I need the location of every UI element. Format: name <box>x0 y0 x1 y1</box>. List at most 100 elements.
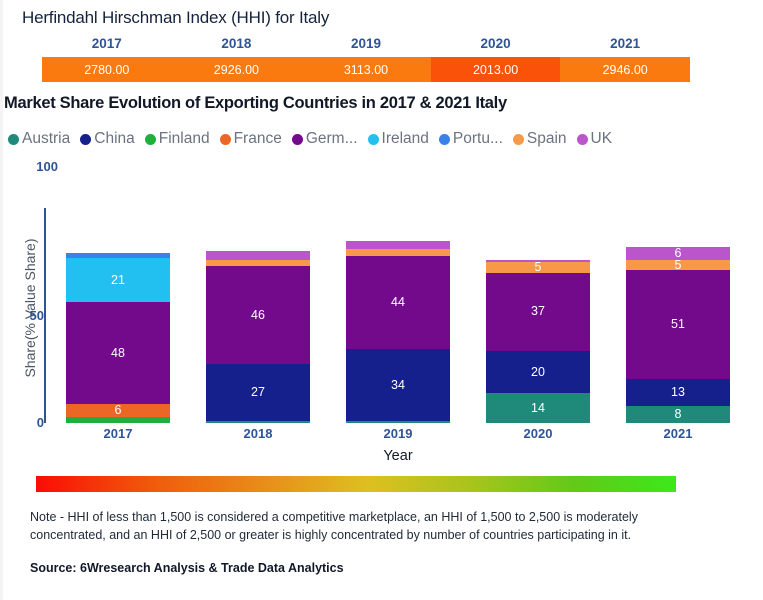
x-axis-tick-label: 2021 <box>663 426 693 441</box>
stacked-bar[interactable]: 44 34 <box>346 240 450 423</box>
hhi-year-label: 2018 <box>221 36 252 51</box>
legend-item[interactable]: UK <box>576 130 613 148</box>
legend-item[interactable]: Austria <box>8 130 70 148</box>
hhi-year-header: 2017 2018 2019 2020 2021 <box>42 36 690 51</box>
bar-segment[interactable]: 34 <box>346 348 450 421</box>
bar-segment[interactable] <box>206 251 310 260</box>
hhi-value-bar: 2780.00 2926.00 3113.00 2013.00 2946.00 <box>42 57 690 82</box>
bar-segment[interactable]: 13 <box>626 378 730 407</box>
plot-area: Share(% Value Share) 21 48 6 46 27 44 34 5 37 20 1… <box>0 159 763 464</box>
hhi-title: Herfindahl Hirschman Index (HHI) for Ita… <box>22 8 330 27</box>
x-axis-tick-label: 2017 <box>103 426 133 441</box>
chart-legend: Austria China Finland France Germ... Ireland P… <box>8 130 619 148</box>
bar-segment[interactable]: 48 <box>66 302 170 404</box>
bar-segment-value: 8 <box>674 407 682 422</box>
bar-segment[interactable]: 6 <box>66 403 170 417</box>
bar-segment-value: 13 <box>671 385 685 400</box>
legend-item[interactable]: China <box>80 130 135 148</box>
legend-item[interactable]: Finland <box>144 130 210 148</box>
legend-swatch-icon <box>8 133 19 145</box>
legend-item[interactable]: Ireland <box>367 130 429 148</box>
hhi-value-cell: 2946.00 <box>560 57 690 82</box>
bar-segment[interactable] <box>346 420 450 423</box>
bar-segment[interactable] <box>206 420 310 423</box>
y-axis-tick-label: 100 <box>36 159 58 174</box>
hhi-value-cell: 3113.00 <box>301 57 431 82</box>
bar-segment[interactable] <box>346 240 450 250</box>
footer-note: Note - HHI of less than 1,500 is conside… <box>30 510 638 543</box>
bar-segment[interactable] <box>486 259 590 262</box>
legend-swatch-icon <box>512 133 524 145</box>
bar-segment-value: 46 <box>251 307 265 322</box>
stacked-bar[interactable]: 5 37 20 14 <box>486 259 590 423</box>
bar-segment[interactable]: 20 <box>486 350 590 394</box>
legend-item-label: Spain <box>526 130 567 147</box>
stacked-bar[interactable]: 46 27 <box>206 251 310 423</box>
legend-item[interactable]: Portu... <box>438 130 503 148</box>
legend-swatch-icon <box>219 133 231 145</box>
bar-segment[interactable]: 8 <box>626 406 730 423</box>
bar-segment[interactable]: 37 <box>486 272 590 351</box>
bar-segment[interactable]: 5 <box>486 261 590 273</box>
hhi-year-label: 2019 <box>350 36 381 51</box>
bar-segment-value: 37 <box>531 304 545 319</box>
bar-segment-value: 20 <box>531 364 545 379</box>
bar-segment-value: 6 <box>674 247 682 260</box>
bar-segment[interactable] <box>346 249 450 256</box>
x-axis-title: Year <box>383 448 413 464</box>
y-axis-tick-label: 50 <box>29 307 44 323</box>
bar-segment[interactable]: 14 <box>486 393 590 423</box>
bar-segment[interactable] <box>206 259 310 267</box>
bar-segment-value: 34 <box>391 377 405 392</box>
legend-item[interactable]: France <box>219 130 282 148</box>
legend-item-label: Germ... <box>305 130 358 147</box>
stacked-bar[interactable]: 21 48 6 <box>66 253 170 423</box>
hhi-year-label: 2017 <box>91 36 122 51</box>
legend-swatch-icon <box>438 133 450 145</box>
legend-swatch-icon <box>291 133 303 145</box>
legend-item-label: France <box>233 130 282 147</box>
bar-segment[interactable]: 46 <box>206 266 310 364</box>
legend-item-label: Finland <box>158 130 210 147</box>
bar-segment-value: 27 <box>251 385 265 400</box>
legend-item[interactable]: Germ... <box>291 130 358 148</box>
hhi-value-cell: 2013.00 <box>430 57 561 82</box>
stacked-bar[interactable]: 6 5 51 13 8 <box>626 247 730 423</box>
legend-item-label: UK <box>590 130 613 147</box>
bar-segment[interactable]: 21 <box>66 257 170 303</box>
bar-segment-value: 21 <box>111 272 125 287</box>
legend-swatch-icon <box>576 133 588 145</box>
bar-segment[interactable]: 5 <box>626 259 730 271</box>
bar-segment-value: 14 <box>531 400 545 415</box>
bar-segment-value: 6 <box>114 403 122 417</box>
x-axis-ticks: 2017 2018 2019 2020 2021 <box>48 426 748 441</box>
bar-segment-value: 44 <box>391 294 405 309</box>
x-axis-tick-label: 2019 <box>383 426 413 441</box>
bar-segment[interactable]: 27 <box>206 363 310 421</box>
hhi-value-cell: 2926.00 <box>171 57 302 82</box>
legend-item-label: Ireland <box>381 130 429 147</box>
bar-segment-value: 51 <box>671 317 685 332</box>
legend-item[interactable]: Spain <box>512 130 567 148</box>
bar-segment-value: 48 <box>111 345 125 360</box>
x-axis-tick-label: 2018 <box>243 426 273 441</box>
bar-group: 44 34 <box>328 168 468 423</box>
bar-series-container: 21 48 6 46 27 44 34 5 37 20 14 6 5 51 13 8 <box>48 168 748 423</box>
hhi-value-cell: 2780.00 <box>42 57 172 82</box>
hhi-year-label: 2021 <box>610 36 641 51</box>
chart-title: Market Share Evolution of Exporting Coun… <box>4 94 507 112</box>
bar-segment[interactable]: 6 <box>626 247 730 260</box>
bar-group: 21 48 6 <box>48 168 188 423</box>
bar-segment[interactable] <box>66 253 170 258</box>
bar-segment[interactable]: 44 <box>346 255 450 349</box>
bar-group: 46 27 <box>188 168 328 423</box>
legend-item-label: Portu... <box>452 130 503 147</box>
bar-segment[interactable]: 51 <box>626 270 730 379</box>
bar-group: 5 37 20 14 <box>468 168 608 423</box>
footer-source: Source: 6Wresearch Analysis & Trade Data… <box>30 561 344 575</box>
bar-segment[interactable] <box>66 416 170 423</box>
y-axis-tick-label: 0 <box>36 415 44 430</box>
bar-group: 6 5 51 13 8 <box>608 168 748 423</box>
left-edge-strip <box>0 0 3 600</box>
bar-segment-value: 5 <box>534 261 542 273</box>
